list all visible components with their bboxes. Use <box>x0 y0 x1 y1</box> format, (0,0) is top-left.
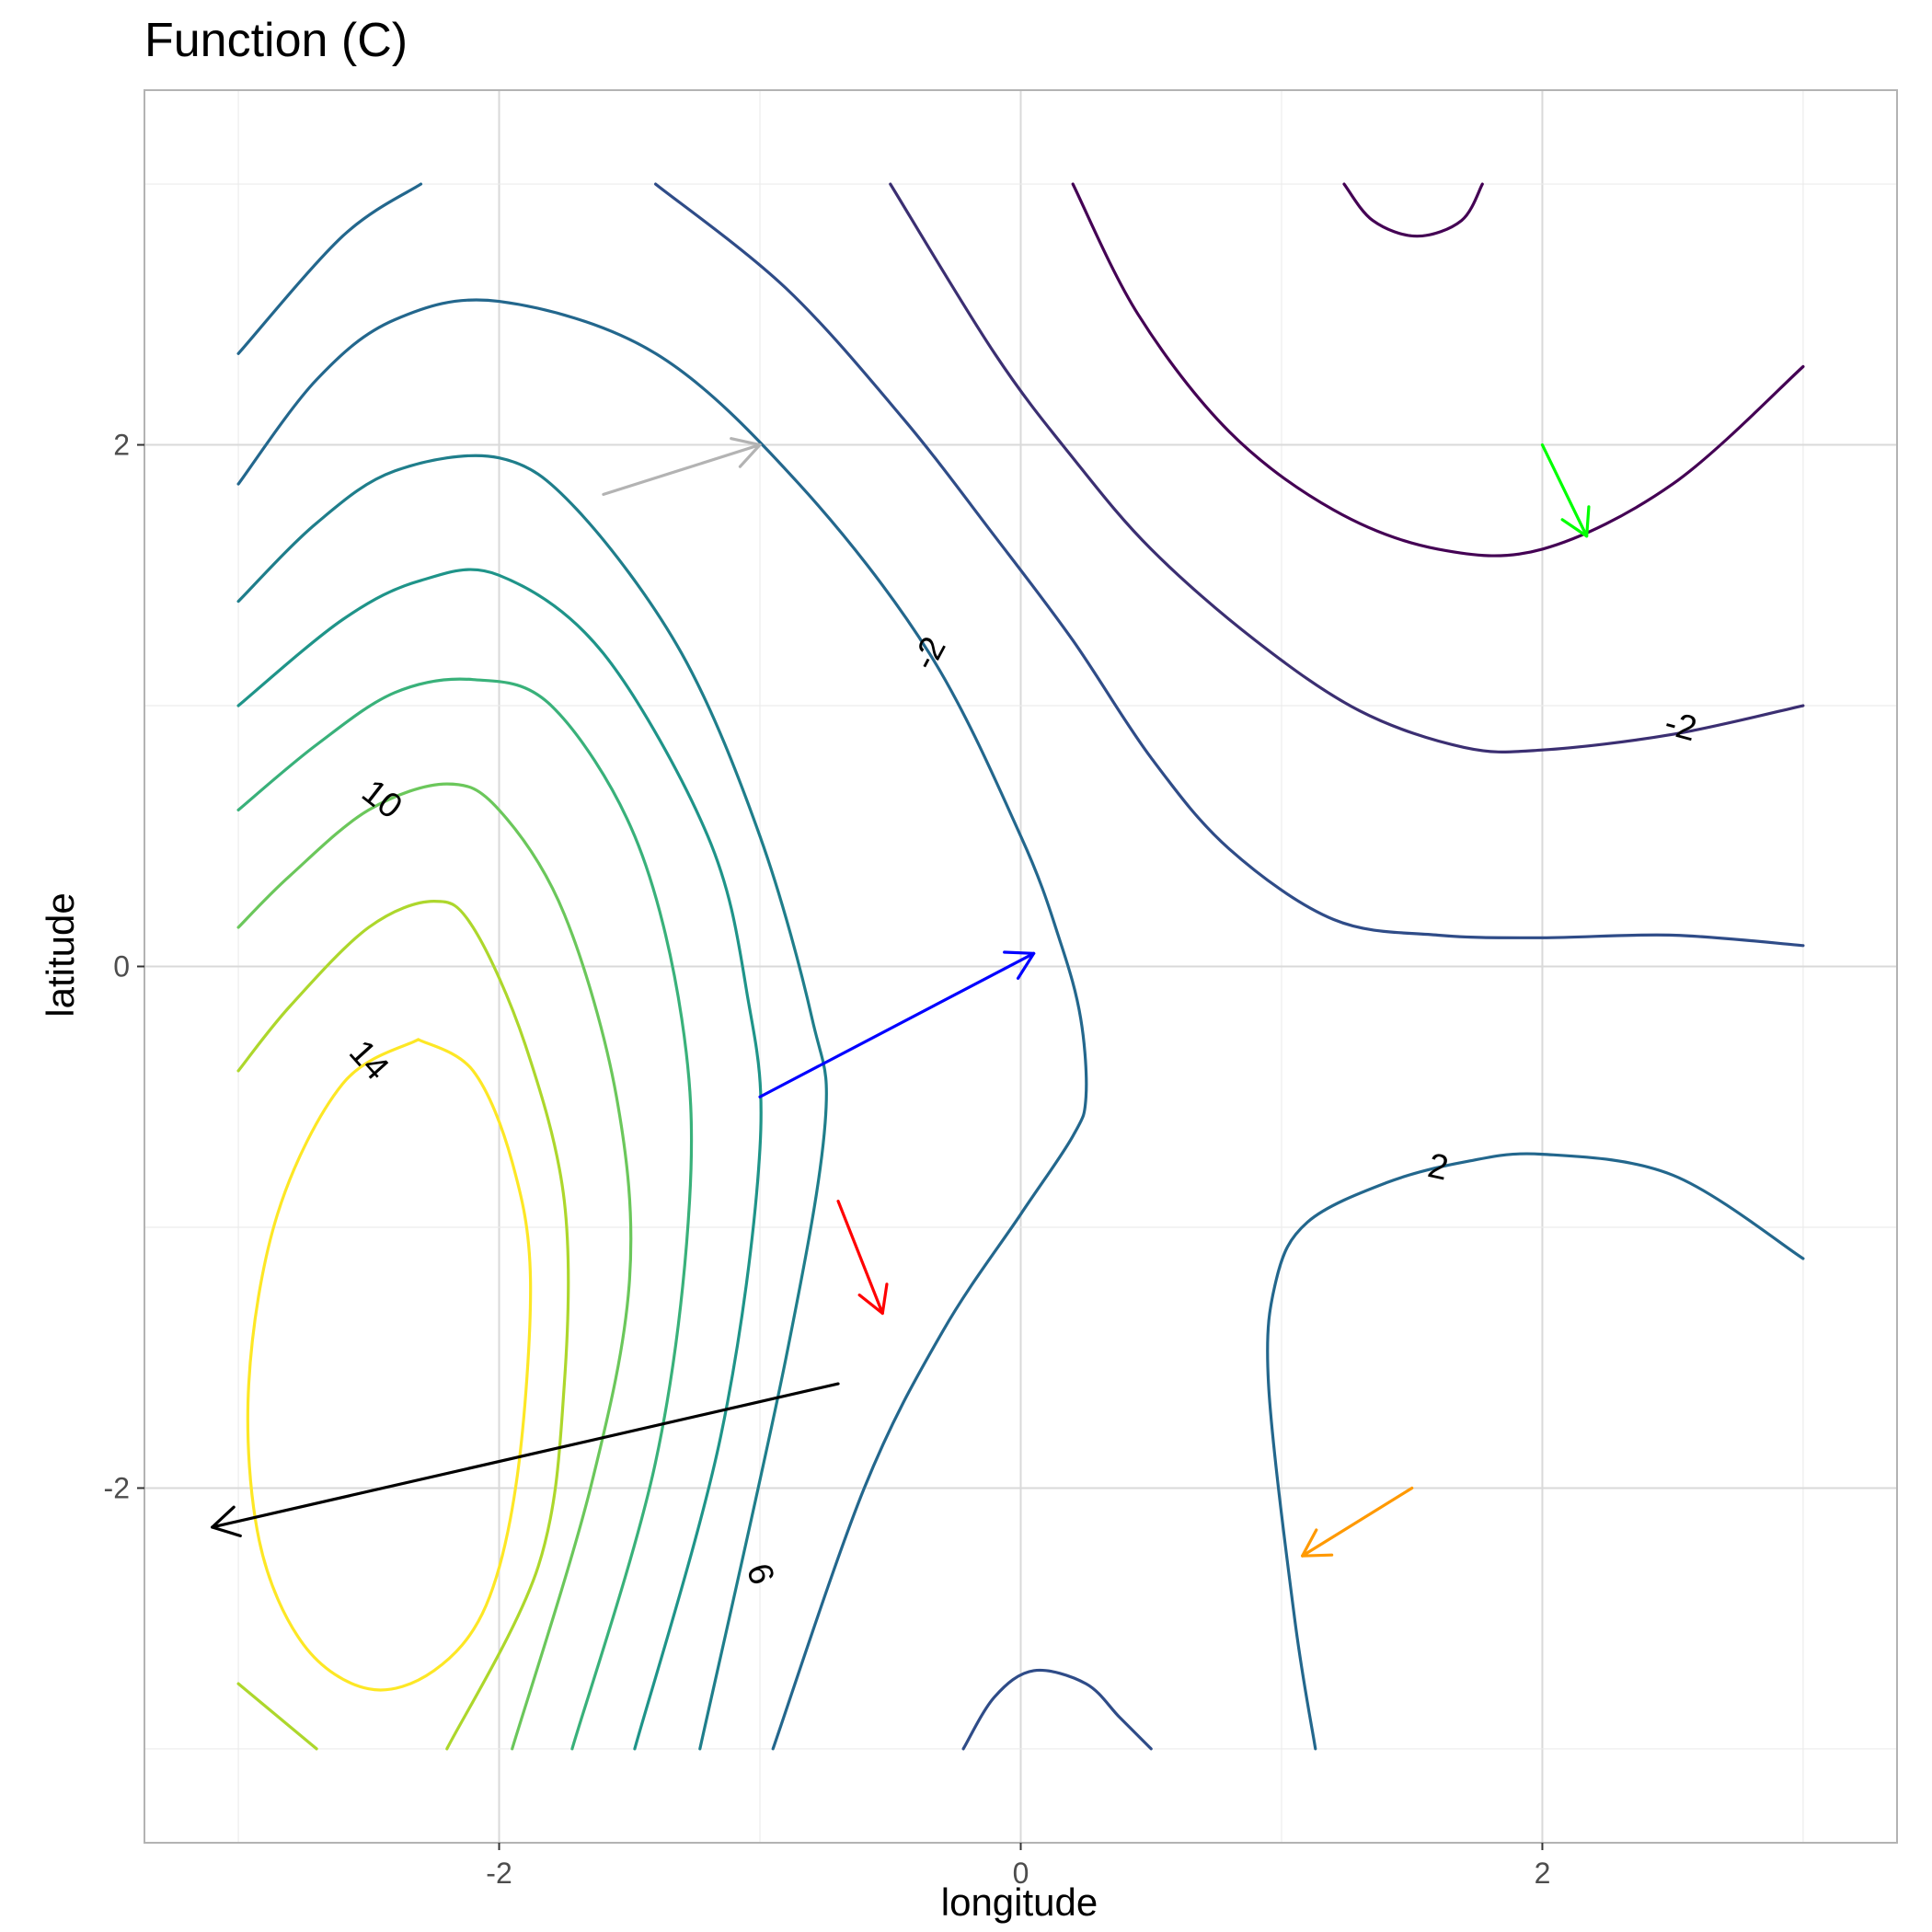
arrow-shaft <box>758 951 1036 1098</box>
arrow-head <box>211 1505 242 1537</box>
x-tick-label: 0 <box>1013 1857 1029 1890</box>
arrows <box>211 437 1591 1558</box>
arrow-shaft <box>1301 1486 1414 1558</box>
gray-arrow <box>602 437 762 496</box>
grid <box>144 90 1897 1843</box>
contour-line <box>236 900 570 1751</box>
axis-ticks: -2 0 2 -2 0 2 <box>104 429 1551 1890</box>
contour-line <box>236 568 763 1751</box>
x-tick-label: 2 <box>1535 1857 1551 1890</box>
contour-line <box>236 677 694 1751</box>
y-tick-label: 0 <box>113 950 130 983</box>
black-arrow <box>211 1382 840 1537</box>
y-axis-title: latitude <box>39 892 82 1017</box>
arrow-shaft <box>1540 443 1589 538</box>
arrow-head <box>857 1282 889 1316</box>
contour-lines <box>236 182 1805 1751</box>
contour-line <box>889 182 1805 753</box>
arrow-head <box>1560 505 1591 538</box>
blue-arrow <box>758 950 1036 1098</box>
contour-line <box>1266 1152 1805 1751</box>
contour-line <box>1342 182 1484 238</box>
contour-line <box>236 454 828 1751</box>
arrow-head <box>1003 950 1036 980</box>
arrow-head <box>730 437 762 468</box>
x-axis-title: longitude <box>941 1880 1098 1924</box>
arrow-shaft <box>602 443 762 496</box>
contour-line <box>1071 182 1805 558</box>
contour-line <box>961 1668 1153 1751</box>
arrow-shaft <box>211 1382 840 1529</box>
arrow-head <box>1301 1528 1334 1558</box>
green-arrow <box>1540 443 1591 538</box>
contour-line <box>246 1038 533 1692</box>
contour-line <box>236 182 423 355</box>
contour-line <box>236 298 1088 1751</box>
contour-line <box>236 1682 318 1751</box>
y-tick-label: -2 <box>104 1471 130 1504</box>
contour-line <box>236 782 633 1751</box>
arrow-shaft <box>836 1200 884 1316</box>
x-tick-label: -2 <box>486 1857 512 1890</box>
red-arrow <box>836 1200 889 1316</box>
orange-arrow <box>1301 1486 1414 1558</box>
chart-title: Function (C) <box>144 14 408 67</box>
contour-line <box>654 182 1805 948</box>
y-tick-label: 2 <box>113 429 130 462</box>
